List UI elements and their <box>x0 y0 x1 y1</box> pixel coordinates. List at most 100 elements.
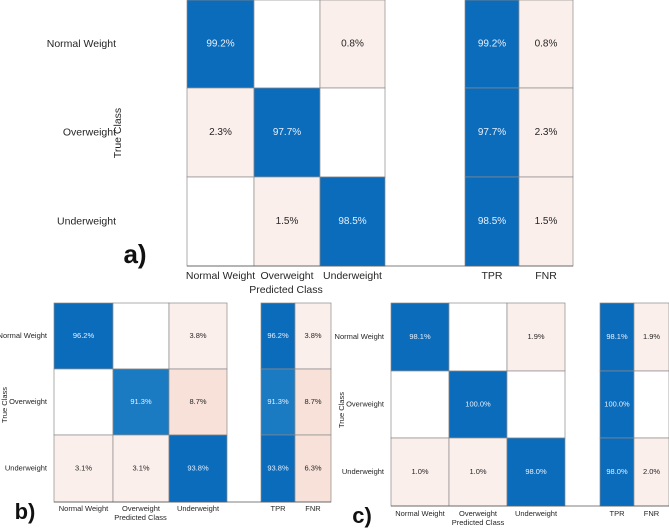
summary-cell <box>599 302 635 372</box>
summary-value: 2.3% <box>535 127 558 138</box>
cell-value: 3.1% <box>132 463 149 472</box>
x-tick-label: Underweight <box>323 270 382 282</box>
panel-label: b) <box>15 499 36 524</box>
matrix-cell <box>448 302 508 372</box>
cell-value: 2.3% <box>209 127 232 138</box>
summary-value: 98.0% <box>606 467 628 476</box>
x-tick-label: Overweight <box>122 504 161 513</box>
matrix-cell <box>448 437 508 507</box>
matrix-cell <box>390 370 450 439</box>
matrix-cell <box>448 370 508 439</box>
matrix-cell <box>53 302 114 370</box>
summary-value: 96.2% <box>267 331 289 340</box>
cell-value: 96.2% <box>73 331 95 340</box>
x-tick-label: Normal Weight <box>395 509 445 518</box>
y-tick-label: Overweight <box>9 397 48 406</box>
y-tick-label: Normal Weight <box>335 332 385 341</box>
matrix-cell <box>253 0 321 89</box>
matrix-cell <box>186 0 255 89</box>
matrix-cell <box>168 434 228 503</box>
summary-value: 100.0% <box>604 399 630 408</box>
x-axis-title: Predicted Class <box>249 284 323 296</box>
summary-value: 6.3% <box>304 463 321 472</box>
matrix-cell <box>186 87 255 178</box>
y-tick-label: Normal Weight <box>47 38 116 50</box>
matrix-cell <box>390 437 450 507</box>
matrix-cell <box>168 368 228 436</box>
summary-label: FNR <box>535 270 557 282</box>
matrix-cell <box>186 176 255 267</box>
summary-value: 8.7% <box>304 397 321 406</box>
matrix-cell <box>506 302 566 372</box>
cell-value: 3.1% <box>75 463 92 472</box>
cell-value: 98.1% <box>409 332 431 341</box>
summary-cell <box>518 87 574 178</box>
summary-cell <box>633 437 669 507</box>
x-tick-label: Overweight <box>459 509 498 518</box>
summary-label: TPR <box>482 270 503 282</box>
summary-cell <box>599 437 635 507</box>
summary-value: 97.7% <box>478 127 506 138</box>
summary-cell <box>294 434 332 503</box>
summary-cell <box>633 302 669 372</box>
summary-value: 1.9% <box>643 332 660 341</box>
summary-cell <box>294 302 332 370</box>
matrix-cell <box>253 176 321 267</box>
y-tick-label: Underweight <box>5 463 48 472</box>
cell-value: 91.3% <box>130 397 152 406</box>
x-tick-label: Normal Weight <box>59 504 109 513</box>
y-axis-title: True Class <box>0 387 9 423</box>
summary-value: 99.2% <box>478 39 506 50</box>
cell-value: 8.7% <box>189 397 206 406</box>
matrix-cell <box>390 302 450 372</box>
y-tick-label: Underweight <box>342 467 385 476</box>
summary-label: TPR <box>610 509 626 518</box>
cell-value: 1.5% <box>276 216 299 227</box>
x-axis-title: Predicted Class <box>452 518 505 527</box>
cell-value: 93.8% <box>187 463 209 472</box>
x-axis-title: Predicted Class <box>114 513 167 522</box>
matrix-cell <box>506 370 566 439</box>
cell-value: 1.0% <box>469 467 486 476</box>
matrix-cell <box>319 0 386 89</box>
cell-value: 3.8% <box>189 331 206 340</box>
summary-value: 1.5% <box>535 216 558 227</box>
summary-cell <box>464 176 520 267</box>
cell-value: 99.2% <box>206 39 234 50</box>
summary-value: 0.8% <box>535 39 558 50</box>
cell-value: 97.7% <box>273 127 301 138</box>
summary-value: 3.8% <box>304 331 321 340</box>
cell-value: 1.9% <box>527 332 544 341</box>
matrix-cell <box>506 437 566 507</box>
summary-value: 91.3% <box>267 397 289 406</box>
cell-value: 0.8% <box>341 39 364 50</box>
summary-value: 2.0% <box>643 467 660 476</box>
summary-value: 98.1% <box>606 332 628 341</box>
summary-cell <box>260 302 296 370</box>
summary-cell <box>518 0 574 89</box>
summary-cell <box>260 368 296 436</box>
cell-value: 1.0% <box>411 467 428 476</box>
x-tick-label: Underweight <box>177 504 220 513</box>
matrix-cell <box>319 176 386 267</box>
matrix-cell <box>319 87 386 178</box>
matrix-cell <box>53 434 114 503</box>
panel-label: c) <box>352 503 372 528</box>
x-tick-label: Normal Weight <box>186 270 255 282</box>
summary-value: 98.5% <box>478 216 506 227</box>
summary-label: TPR <box>271 504 287 513</box>
cell-value: 98.5% <box>338 216 366 227</box>
matrix-cell <box>112 302 170 370</box>
summary-label: FNR <box>644 509 660 518</box>
y-axis-title: True Class <box>337 392 346 428</box>
summary-cell <box>464 0 520 89</box>
y-tick-label: Underweight <box>57 215 116 227</box>
y-tick-label: Overweight <box>63 126 116 138</box>
y-axis-title: True Class <box>112 108 124 158</box>
y-tick-label: Normal Weight <box>0 331 48 340</box>
matrix-cell <box>112 368 170 436</box>
summary-cell <box>633 370 669 439</box>
summary-label: FNR <box>305 504 321 513</box>
